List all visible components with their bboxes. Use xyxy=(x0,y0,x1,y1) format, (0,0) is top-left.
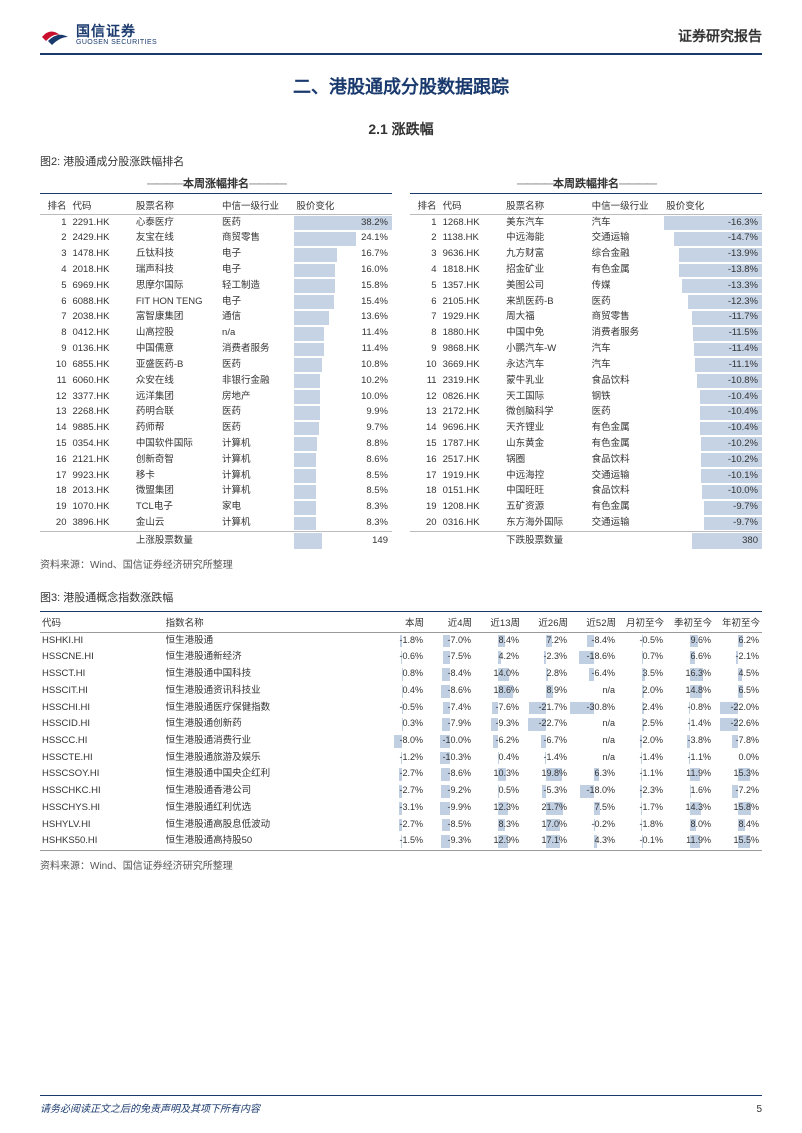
footer-page: 5 xyxy=(756,1104,762,1115)
table-row: 116060.HK众安在线非银行金融10.2% xyxy=(40,373,392,389)
table-row: 150354.HK中国软件国际计算机8.8% xyxy=(40,436,392,452)
logo: 国信证券 GUOSEN SECURITIES xyxy=(40,24,157,47)
table-row: 66088.HKFIT HON TENG电子15.4% xyxy=(40,294,392,310)
logo-text-cn: 国信证券 xyxy=(76,24,157,39)
table-row: 191070.HKTCL电子家电8.3% xyxy=(40,500,392,516)
col-name: 股票名称 xyxy=(134,196,220,215)
col-name: 股票名称 xyxy=(504,196,590,215)
table-row: 80412.HK山高控股n/a11.4% xyxy=(40,326,392,342)
logo-text-en: GUOSEN SECURITIES xyxy=(76,39,157,47)
figure3-table: 代码指数名称本周近4周近13周近26周近52周月初至今季初至今年初至今 HSHK… xyxy=(40,611,762,851)
col-header: 季初至今 xyxy=(666,611,714,632)
col-header: 本周 xyxy=(378,611,426,632)
report-type: 证券研究报告 xyxy=(678,26,762,46)
table-row: 22429.HK友宝在线商贸零售24.1% xyxy=(40,231,392,247)
table-row: 81880.HK中国中免消费者服务-11.5% xyxy=(410,326,762,342)
col-header: 近52周 xyxy=(570,611,618,632)
losers-header: 本周跌幅排名 xyxy=(410,175,762,194)
figure2-container: 本周涨幅排名 排名 代码 股票名称 中信一级行业 股价变化 12291.HK心泰… xyxy=(40,175,762,550)
table-row: 180151.HK中国旺旺食品饮料-10.0% xyxy=(410,484,762,500)
table-row: 90136.HK中国儒意消费者服务11.4% xyxy=(40,342,392,358)
table-row: 171919.HK中远海控交通运输-10.1% xyxy=(410,468,762,484)
gainers-header: 本周涨幅排名 xyxy=(40,175,392,194)
table-row: HSHYLV.HI恒生港股通高股息低波动-2.7%-8.5%8.3%17.0%-… xyxy=(40,817,762,834)
logo-icon xyxy=(40,25,70,47)
gainers-table: 排名 代码 股票名称 中信一级行业 股价变化 12291.HK心泰医疗医药38.… xyxy=(40,196,392,550)
gainers-table-wrapper: 本周涨幅排名 排名 代码 股票名称 中信一级行业 股价变化 12291.HK心泰… xyxy=(40,175,392,550)
table-row: HSSCSOY.HI恒生港股通中国央企红利-2.7%-8.6%10.3%19.8… xyxy=(40,766,762,783)
losers-count-label: 下跌股票数量 xyxy=(504,532,590,550)
table-row: 120826.HK天工国际钢铁-10.4% xyxy=(410,389,762,405)
losers-table: 排名 代码 股票名称 中信一级行业 股价变化 11268.HK美东汽车汽车-16… xyxy=(410,196,762,550)
table-row: 106855.HK亚盛医药-B医药10.8% xyxy=(40,357,392,373)
table-row: 39636.HK九方财富综合金融-13.9% xyxy=(410,247,762,263)
table-row: 42018.HK瑞声科技电子16.0% xyxy=(40,263,392,279)
table-row: HSSCT.HI恒生港股通中国科技0.8%-8.4%14.0%2.8%-6.4%… xyxy=(40,666,762,683)
table-row: 72038.HK富智康集团通信13.6% xyxy=(40,310,392,326)
table-row: 203896.HK金山云计算机8.3% xyxy=(40,516,392,532)
table-row: 182013.HK微盟集团计算机8.5% xyxy=(40,484,392,500)
gainers-count-label: 上涨股票数量 xyxy=(134,532,220,550)
col-industry: 中信一级行业 xyxy=(590,196,665,215)
col-header: 近26周 xyxy=(522,611,570,632)
subsection-title: 2.1 涨跌幅 xyxy=(40,119,762,139)
col-header: 代码 xyxy=(40,611,164,632)
table-row: 123377.HK远洋集团房地产10.0% xyxy=(40,389,392,405)
table-row: 11268.HK美东汽车汽车-16.3% xyxy=(410,215,762,231)
table-row: 200316.HK东方海外国际交通运输-9.7% xyxy=(410,516,762,532)
losers-table-wrapper: 本周跌幅排名 排名 代码 股票名称 中信一级行业 股价变化 11268.HK美东… xyxy=(410,175,762,550)
footer-disclaimer: 请务必阅读正文之后的免责声明及其项下所有内容 xyxy=(40,1100,260,1115)
table-row: HSSCNE.HI恒生港股通新经济-0.6%-7.5%4.2%-2.3%-18.… xyxy=(40,649,762,666)
figure2-title: 图2: 港股通成分股涨跌幅排名 xyxy=(40,153,762,169)
figure3-title: 图3: 港股通概念指数涨跌幅 xyxy=(40,589,762,605)
table-row: 149885.HK药师帮医药9.7% xyxy=(40,421,392,437)
table-row: 151787.HK山东黄金有色金属-10.2% xyxy=(410,436,762,452)
table-row: 71929.HK周大福商贸零售-11.7% xyxy=(410,310,762,326)
col-change: 股价变化 xyxy=(294,196,392,215)
table-row: 162517.HK锅圈食品饮料-10.2% xyxy=(410,452,762,468)
table-row: HSHKS50.HI恒生港股通高持股50-1.5%-9.3%12.9%17.1%… xyxy=(40,833,762,850)
table-row: HSSCIT.HI恒生港股通资讯科技业0.4%-8.6%18.6%8.9%n/a… xyxy=(40,683,762,700)
col-header: 年初至今 xyxy=(714,611,762,632)
col-header: 指数名称 xyxy=(164,611,378,632)
table-row: 12291.HK心泰医疗医药38.2% xyxy=(40,215,392,231)
col-header: 近13周 xyxy=(474,611,522,632)
table-row: 132268.HK药明合联医药9.9% xyxy=(40,405,392,421)
table-row: 56969.HK思摩尔国际轻工制造15.8% xyxy=(40,278,392,294)
table-row: 112319.HK蒙牛乳业食品饮料-10.8% xyxy=(410,373,762,389)
table-row: 149696.HK天齐锂业有色金属-10.4% xyxy=(410,421,762,437)
section-title: 二、港股通成分股数据跟踪 xyxy=(40,73,762,99)
losers-count: 380 xyxy=(664,532,762,550)
table-row: 99868.HK小鹏汽车-W汽车-11.4% xyxy=(410,342,762,358)
table-row: 51357.HK美图公司传媒-13.3% xyxy=(410,278,762,294)
table-row: HSSCHYS.HI恒生港股通红利优选-3.1%-9.9%12.3%21.7%7… xyxy=(40,800,762,817)
table-row: HSSCTE.HI恒生港股通旅游及娱乐-1.2%-10.3%0.4%-1.4%n… xyxy=(40,750,762,767)
table-row: 162121.HK创新奇智计算机8.6% xyxy=(40,452,392,468)
table-row: 191208.HK五矿资源有色金属-9.7% xyxy=(410,500,762,516)
gainers-count: 149 xyxy=(294,532,392,550)
table-row: 31478.HK丘钛科技电子16.7% xyxy=(40,247,392,263)
col-header: 月初至今 xyxy=(618,611,666,632)
col-rank: 排名 xyxy=(40,196,70,215)
col-change: 股价变化 xyxy=(664,196,762,215)
table-row: HSSCHKC.HI恒生港股通香港公司-2.7%-9.2%0.5%-5.3%-1… xyxy=(40,783,762,800)
col-rank: 排名 xyxy=(410,196,441,215)
table-row: 21138.HK中远海能交通运输-14.7% xyxy=(410,231,762,247)
col-header: 近4周 xyxy=(426,611,474,632)
table-row: 62105.HK来凯医药-B医药-12.3% xyxy=(410,294,762,310)
figure2-source: 资料来源：Wind、国信证券经济研究所整理 xyxy=(40,556,762,571)
table-row: 41818.HK招金矿业有色金属-13.8% xyxy=(410,263,762,279)
table-row: 132172.HK微创脑科学医药-10.4% xyxy=(410,405,762,421)
figure3-source: 资料来源：Wind、国信证券经济研究所整理 xyxy=(40,857,762,872)
table-row: HSSCHI.HI恒生港股通医疗保健指数-0.5%-7.4%-7.6%-21.7… xyxy=(40,700,762,717)
col-code: 代码 xyxy=(441,196,505,215)
table-row: HSHKI.HI恒生港股通-1.8%-7.0%8.4%7.2%-8.4%-0.5… xyxy=(40,632,762,649)
col-code: 代码 xyxy=(70,196,133,215)
table-row: 103669.HK永达汽车汽车-11.1% xyxy=(410,357,762,373)
table-row: HSSCID.HI恒生港股通创新药0.3%-7.9%-9.3%-22.7%n/a… xyxy=(40,716,762,733)
table-row: HSSCC.HI恒生港股通消费行业-8.0%-10.0%-6.2%-6.7%n/… xyxy=(40,733,762,750)
table-row: 179923.HK移卡计算机8.5% xyxy=(40,468,392,484)
col-industry: 中信一级行业 xyxy=(220,196,294,215)
